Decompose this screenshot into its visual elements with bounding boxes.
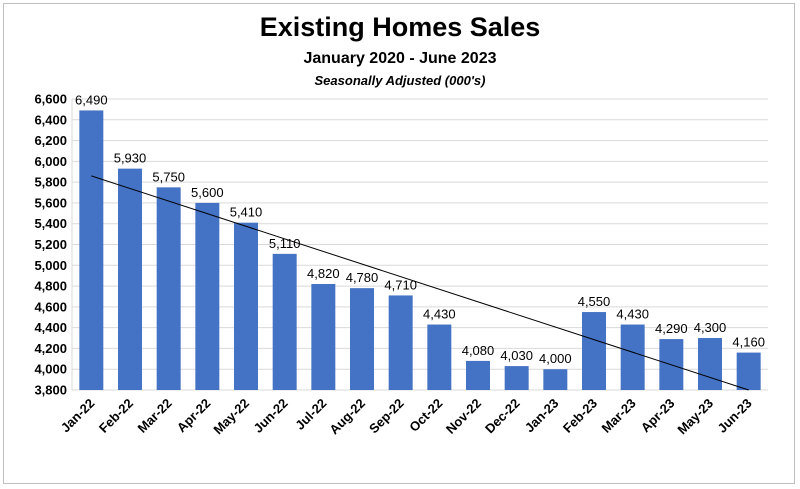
- data-label: 4,430: [423, 307, 456, 322]
- x-tick-label: Aug-22: [326, 396, 368, 438]
- bar: [388, 295, 413, 390]
- x-tick-label: May-23: [674, 396, 716, 438]
- bar: [118, 168, 142, 390]
- data-label: 5,930: [114, 151, 147, 166]
- data-label: 4,160: [732, 335, 765, 350]
- bar: [156, 187, 181, 390]
- bar: [272, 253, 297, 390]
- x-tick-label: Mar-23: [599, 396, 639, 436]
- data-label: 4,030: [500, 348, 533, 363]
- y-tick-label: 5,600: [34, 195, 67, 210]
- y-tick-label: 5,400: [34, 216, 67, 231]
- trendline-group: [91, 175, 749, 391]
- data-label: 4,080: [462, 343, 495, 358]
- x-tick-label: Jan-22: [58, 396, 98, 436]
- bar: [350, 288, 374, 390]
- data-label: 4,780: [346, 270, 379, 285]
- y-tick-label: 5,200: [34, 237, 67, 252]
- x-tick-label: Mar-22: [135, 396, 175, 436]
- bar: [543, 369, 568, 390]
- y-tick-label: 4,000: [34, 362, 67, 377]
- data-label: 5,410: [230, 205, 263, 220]
- x-tick-label: Dec-22: [482, 396, 523, 437]
- x-tick-label: Jun-22: [251, 396, 291, 436]
- bar: [466, 360, 490, 390]
- y-tick-label: 6,000: [34, 154, 67, 169]
- bar: [582, 312, 606, 390]
- bar: [195, 202, 220, 390]
- x-tick-label: Jul-22: [292, 396, 329, 433]
- bar: [504, 366, 529, 390]
- data-label: 4,430: [616, 307, 649, 322]
- trendline: [91, 175, 749, 391]
- bar: [620, 324, 645, 390]
- y-tick-label: 4,200: [34, 341, 67, 356]
- x-tick-label: Oct-22: [406, 396, 445, 435]
- bar: [311, 283, 336, 390]
- bar: [79, 110, 104, 391]
- data-label: 5,110: [269, 236, 301, 251]
- data-label: 4,290: [655, 321, 688, 336]
- x-tick-label: Apr-23: [638, 396, 678, 436]
- y-tick-label: 4,800: [34, 279, 67, 294]
- x-tick-label: Sep-22: [366, 396, 407, 437]
- x-tick-label: Nov-22: [443, 396, 484, 437]
- bar: [736, 352, 761, 390]
- y-tick-label: 3,800: [34, 383, 67, 398]
- data-label: 4,820: [307, 266, 340, 281]
- y-tick-label: 6,600: [34, 92, 67, 107]
- data-label: 4,300: [694, 320, 727, 335]
- x-tick-label: Apr-22: [174, 396, 214, 436]
- y-tick-label: 5,000: [34, 258, 67, 273]
- bars: [79, 110, 761, 391]
- y-tick-label: 5,800: [34, 175, 67, 190]
- chart-subtitle-2: Seasonally Adjusted (000's): [314, 73, 486, 88]
- x-tick-label: May-22: [210, 396, 252, 438]
- bar: [234, 222, 258, 390]
- data-label: 5,600: [191, 185, 224, 200]
- x-tick-label: Feb-22: [96, 396, 136, 436]
- chart-subtitle: January 2020 - June 2023: [303, 50, 497, 67]
- data-label: 5,750: [152, 169, 185, 184]
- data-label: 4,710: [384, 277, 417, 292]
- data-label: 4,550: [578, 294, 611, 309]
- data-label: 6,490: [75, 92, 108, 107]
- x-tick-label: Feb-23: [560, 396, 600, 436]
- x-tick-label: Jan-23: [522, 396, 562, 436]
- y-tick-label: 6,200: [34, 133, 67, 148]
- y-tick-label: 4,400: [34, 320, 67, 335]
- data-label: 4,000: [539, 351, 572, 366]
- bar: [698, 338, 722, 390]
- data-labels: 6,490 5,930 5,750 5,600 5,410 5,110 4,820 4,780…: [75, 92, 765, 366]
- bar: [427, 324, 452, 390]
- chart-title: Existing Homes Sales: [259, 12, 541, 42]
- x-tick-label: Jun-23: [715, 396, 755, 436]
- y-tick-label: 6,400: [34, 112, 67, 127]
- y-tick-label: 4,600: [34, 299, 67, 314]
- y-axis: 3,800 4,000 4,200 4,400 4,600 4,800 5,000 5,200…: [34, 92, 768, 398]
